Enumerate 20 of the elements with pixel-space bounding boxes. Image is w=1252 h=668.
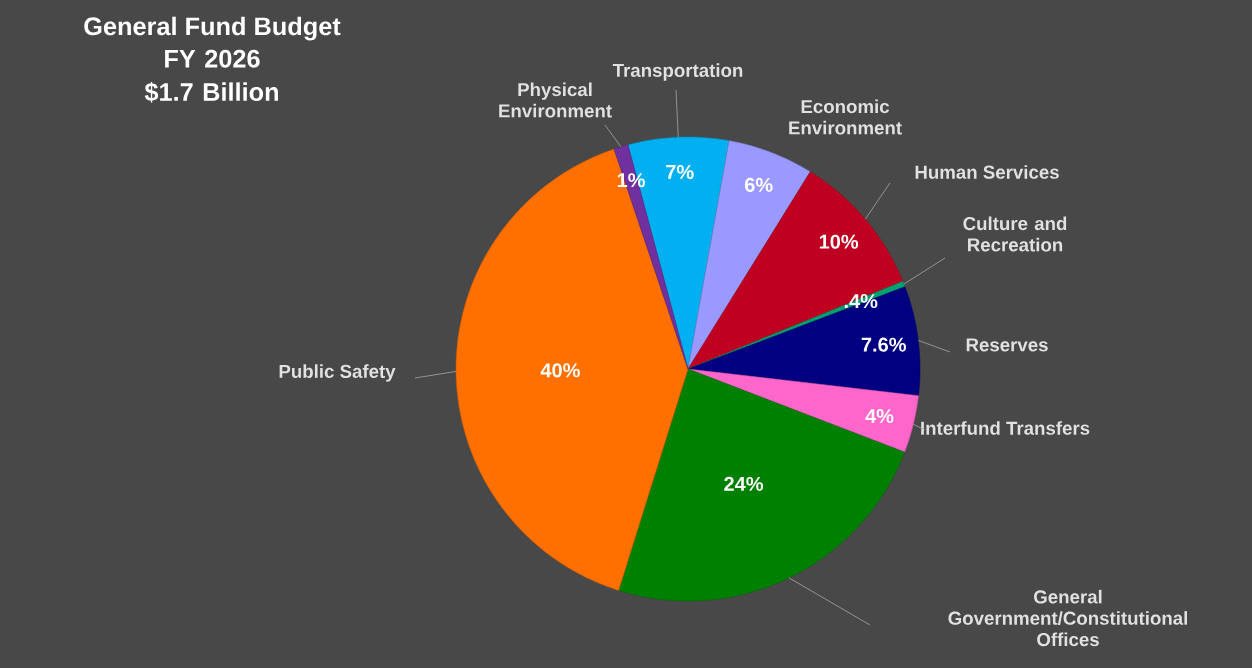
slice-label: Human Services bbox=[915, 165, 1059, 179]
slice-label: Reserves bbox=[966, 338, 1048, 352]
data-label: 4% bbox=[865, 409, 894, 424]
chart-subtitle: FY 2026 $1.7 Billion bbox=[144, 49, 279, 103]
data-label: 7% bbox=[666, 164, 694, 179]
slice-label: General Government/Constitutional Offices bbox=[948, 589, 1187, 647]
data-label: 7.6% bbox=[861, 337, 906, 352]
slice-label: Interfund Transfers bbox=[921, 421, 1090, 435]
chart-title: General Fund Budget bbox=[84, 16, 341, 41]
slice-label: Economic Environment bbox=[789, 99, 902, 135]
slice-label: Public Safety bbox=[279, 364, 396, 382]
data-label: 10% bbox=[819, 234, 859, 249]
slice-label: Culture and Recreation bbox=[963, 216, 1067, 252]
slice-label: Physical Environment bbox=[499, 82, 612, 118]
data-label: .4% bbox=[844, 294, 878, 309]
slice-label: Transportation bbox=[612, 63, 743, 81]
data-label: 40% bbox=[540, 363, 580, 378]
data-label: 1% bbox=[617, 173, 645, 188]
data-label: 6% bbox=[744, 177, 773, 192]
data-label: 24% bbox=[724, 476, 764, 491]
